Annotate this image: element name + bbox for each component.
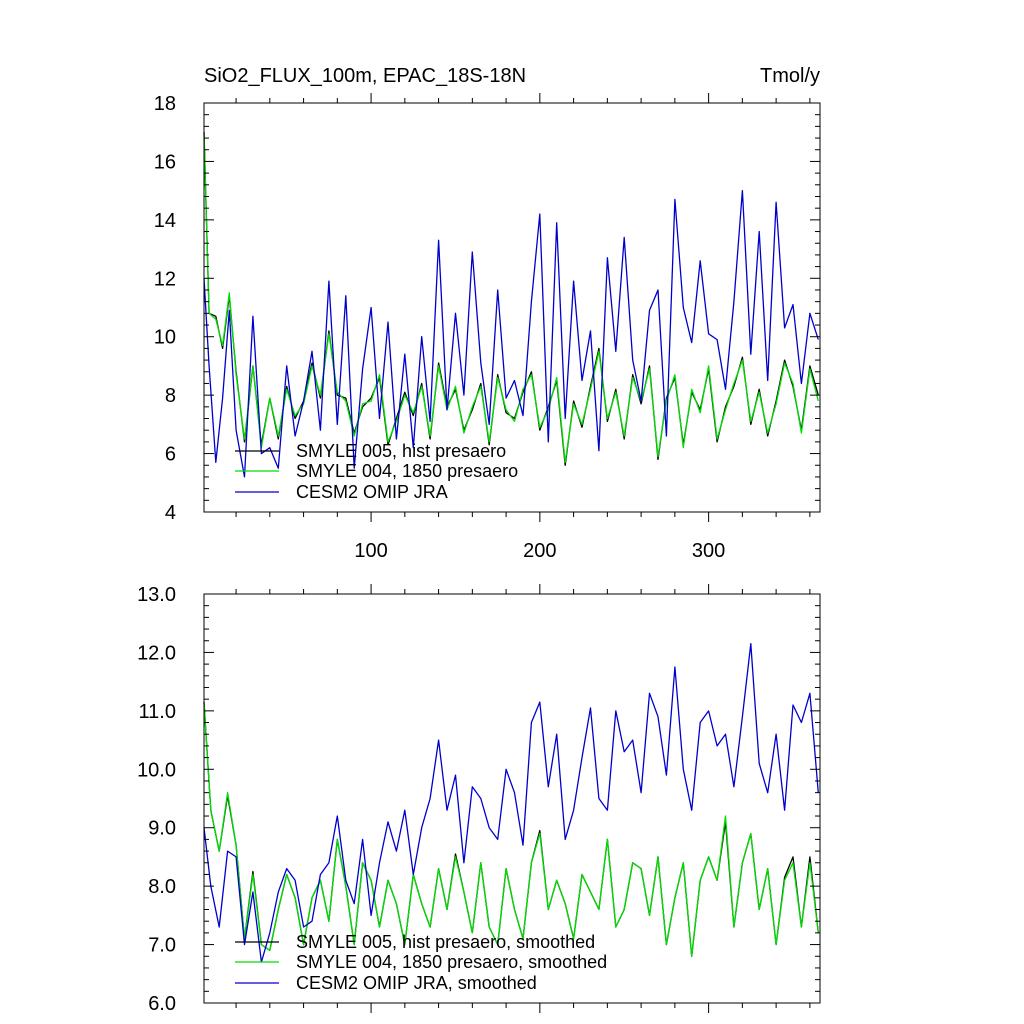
top-plot-frame: [203, 102, 821, 513]
x-tick-label: 300: [692, 540, 725, 562]
legend-label-smyle-004: SMYLE 004, 1850 presaero: [296, 461, 518, 481]
bottom-legend: SMYLE 005, hist presaero, smoothed SMYLE…: [235, 932, 607, 993]
y-tick-label: 14: [154, 210, 176, 232]
y-tick-label: 13.0: [137, 584, 176, 606]
top-axis-ticks: 4 6 8 10 12 14 16 18 100 200 300: [154, 93, 820, 562]
legend-label-smyle-005-smoothed: SMYLE 005, hist presaero, smoothed: [296, 932, 595, 952]
y-tick-label: 4: [165, 502, 176, 524]
legend-label-smyle-004-smoothed: SMYLE 004, 1850 presaero, smoothed: [296, 952, 607, 972]
series-line-1-2: [203, 643, 819, 963]
y-tick-label: 6.0: [148, 993, 176, 1015]
y-tick-label: 8.0: [148, 876, 176, 898]
x-tick-label: 200: [523, 540, 556, 562]
y-tick-label: 8: [165, 385, 176, 407]
bottom-plot-frame: [203, 593, 821, 1004]
y-tick-label: 12: [154, 268, 176, 290]
y-tick-label: 12.0: [137, 642, 176, 664]
bottom-series-group: [203, 643, 819, 963]
y-tick-label: 6: [165, 444, 176, 466]
y-tick-label: 11.0: [139, 701, 176, 723]
top-legend: SMYLE 005, hist presaero SMYLE 004, 1850…: [235, 441, 518, 502]
units-label: Tmol/y: [760, 65, 820, 87]
series-line-1-1: [203, 702, 819, 957]
y-tick-label: 18: [154, 93, 176, 115]
legend-label-cesm2-smoothed: CESM2 OMIP JRA, smoothed: [296, 973, 537, 993]
top-series-group: [203, 132, 819, 478]
x-tick-label: 100: [354, 540, 387, 562]
chart-title: SiO2_FLUX_100m, EPAC_18S-18N: [204, 65, 526, 87]
bottom-panel: 6.0 7.0 8.0 9.0 10.0 11.0 12.0 13.0 SMYLE 005, …: [137, 584, 821, 1015]
y-tick-label: 16: [154, 151, 176, 173]
y-tick-label: 9.0: [148, 818, 176, 840]
legend-label-smyle-005: SMYLE 005, hist presaero: [296, 441, 506, 461]
series-line-0-1: [203, 132, 819, 463]
series-line-0-2: [203, 189, 819, 478]
legend-label-cesm2: CESM2 OMIP JRA: [296, 482, 448, 502]
series-line-0-0: [203, 132, 819, 466]
bottom-axis-ticks: 6.0 7.0 8.0 9.0 10.0 11.0 12.0 13.0: [137, 584, 820, 1015]
y-tick-label: 10.0: [137, 759, 176, 781]
y-tick-label: 10: [154, 327, 176, 349]
top-panel: 4 6 8 10 12 14 16 18 100 200 300 SMYLE 005, hist p…: [154, 93, 821, 562]
y-tick-label: 7.0: [148, 935, 176, 957]
